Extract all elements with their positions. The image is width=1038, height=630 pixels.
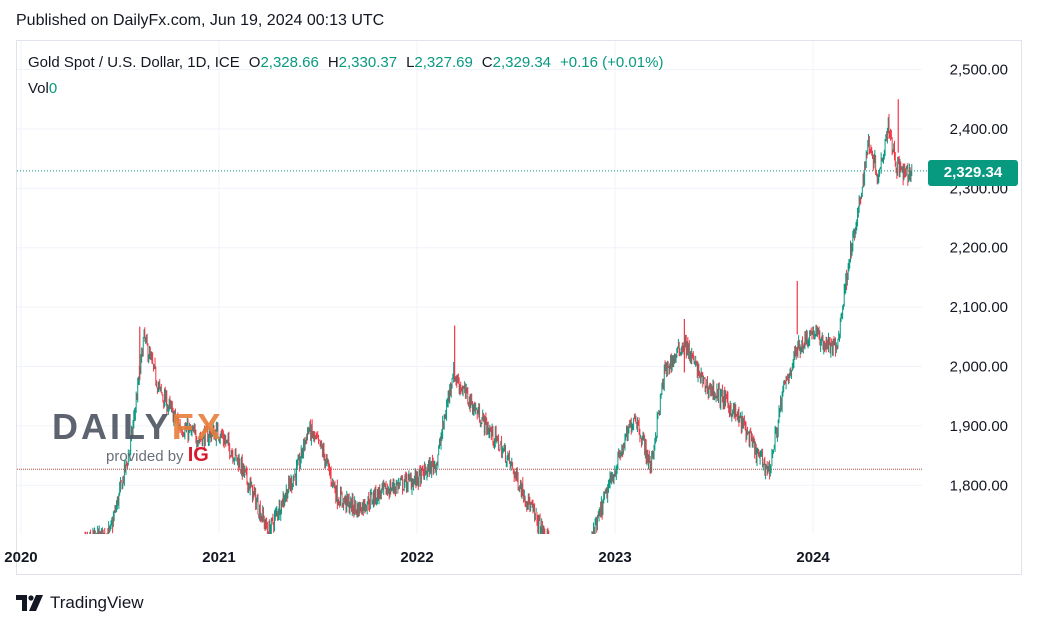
low-value: 2,327.69	[414, 54, 473, 71]
published-line: Published on DailyFx.com, Jun 19, 2024 0…	[16, 12, 385, 29]
volume-legend: Vol0	[28, 80, 57, 97]
provided-text: provided by	[106, 448, 184, 465]
ohlc-legend: Gold Spot / U.S. Dollar, 1D, ICE O2,328.6…	[28, 54, 663, 71]
x-tick-label: 2022	[400, 549, 433, 566]
open-label: O	[248, 54, 261, 71]
candles	[84, 99, 913, 534]
change-value: +0.16 (+0.01%)	[560, 54, 664, 71]
close-label: C	[481, 54, 493, 71]
y-tick-label: 2,100.00	[950, 299, 1008, 316]
y-tick-label: 2,000.00	[950, 358, 1008, 375]
high-value: 2,330.37	[338, 54, 398, 71]
brand-fx: FX	[171, 406, 224, 447]
provided-by: provided by IG	[106, 444, 209, 467]
tradingview-label: TradingView	[50, 593, 144, 612]
low-label: L	[406, 54, 415, 71]
tradingview-footer[interactable]: TradingView	[16, 593, 144, 613]
x-tick-label: 2024	[796, 549, 830, 566]
y-tick-label: 1,800.00	[950, 477, 1008, 494]
x-tick-label: 2021	[202, 549, 235, 566]
vol-value: 0	[48, 80, 58, 97]
open-value: 2,328.66	[260, 54, 319, 71]
close-value: 2,329.34	[492, 54, 552, 71]
high-label: H	[327, 54, 339, 71]
y-tick-label: 2,500.00	[950, 62, 1008, 79]
tradingview-logo-icon	[16, 595, 43, 611]
y-tick-label: 1,900.00	[950, 418, 1008, 435]
y-tick-label: 2,200.00	[950, 240, 1008, 257]
ig-logo: IG	[187, 444, 209, 466]
dailyfx-watermark: DAILYFX	[52, 406, 224, 448]
x-tick-label: 2020	[4, 549, 37, 566]
brand-daily: DAILY	[52, 406, 172, 447]
x-tick-label: 2023	[598, 549, 631, 566]
vol-label: Vol	[28, 80, 49, 97]
y-tick-label: 2,400.00	[950, 121, 1008, 138]
symbol-label: Gold Spot / U.S. Dollar, 1D, ICE	[28, 54, 240, 71]
y-axis: 1,800.00 1,900.00 2,000.00 2,100.00 2,200.00…	[950, 62, 1008, 495]
x-axis: 2020 2021 2022 2023 2024	[4, 549, 830, 566]
last-price-tag: 2,329.34	[928, 160, 1018, 186]
grid-lines	[17, 41, 922, 534]
